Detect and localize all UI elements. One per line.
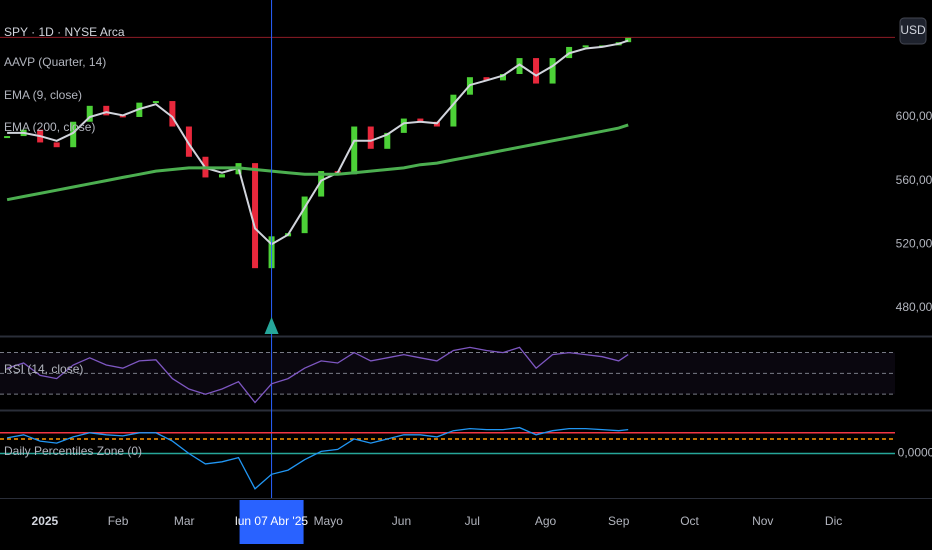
legend-entry: EMA (9, close) [4, 88, 82, 102]
candle [400, 118, 407, 133]
indicator-line [7, 39, 629, 246]
candle [4, 136, 11, 139]
candle [367, 126, 374, 149]
crosshair-label-bg [239, 500, 304, 544]
x-tick-label: Sep [608, 514, 630, 528]
y-tick-label: 600,00 [896, 109, 932, 123]
candle [384, 132, 391, 149]
candle [70, 121, 77, 148]
plot-layer [0, 0, 895, 498]
candle [318, 171, 325, 197]
pane-title: Daily Percentiles Zone (0) [4, 444, 142, 458]
candle [252, 163, 259, 269]
y-tick-label: 560,00 [896, 173, 932, 187]
indicator-label: AAVP (Quarter, 14) [4, 55, 106, 69]
x-tick-label: Feb [108, 514, 129, 528]
candle [450, 94, 457, 127]
candle [185, 126, 192, 157]
candle [499, 74, 506, 81]
y-tick-label: 520,00 [896, 236, 932, 250]
currency-label: USD [900, 23, 926, 37]
currency-button[interactable] [899, 17, 927, 45]
event-marker [264, 317, 279, 334]
indicator-line [6, 123, 629, 202]
crosshair-label: lun 07 Abr '25 [235, 514, 308, 528]
pane-title: RSI (14, close) [4, 362, 83, 376]
candle [483, 77, 490, 81]
candle [533, 58, 540, 84]
candle [301, 196, 308, 234]
candle [152, 101, 159, 104]
x-tick-label: Ago [535, 514, 557, 528]
candle [417, 118, 424, 122]
x-tick-label: 2025 [32, 514, 59, 528]
y-tick-label: 0,0000 [898, 446, 932, 460]
x-tick-label: Oct [680, 514, 699, 528]
candle [549, 58, 556, 84]
candle [53, 142, 60, 148]
candle [351, 126, 358, 175]
candle [103, 105, 110, 116]
candle [625, 37, 632, 43]
candle [218, 174, 225, 178]
x-tick-label: Nov [752, 514, 773, 528]
x-tick-label: Jul [465, 514, 480, 528]
candle [516, 58, 523, 75]
indicator-line [6, 346, 629, 404]
x-tick-label: Dic [825, 514, 842, 528]
x-tick-label: Mayo [314, 514, 344, 528]
candle [582, 45, 589, 48]
x-tick-label: Mar [174, 514, 195, 528]
legend-entry: EMA (200, close) [4, 120, 95, 134]
y-tick-label: 480,00 [896, 300, 932, 314]
x-tick-label: Jun [392, 514, 411, 528]
candle [169, 101, 176, 127]
candle [86, 105, 93, 122]
chart-title: SPY · 1D · NYSE Arca [4, 25, 125, 39]
indicator-line [6, 426, 629, 490]
